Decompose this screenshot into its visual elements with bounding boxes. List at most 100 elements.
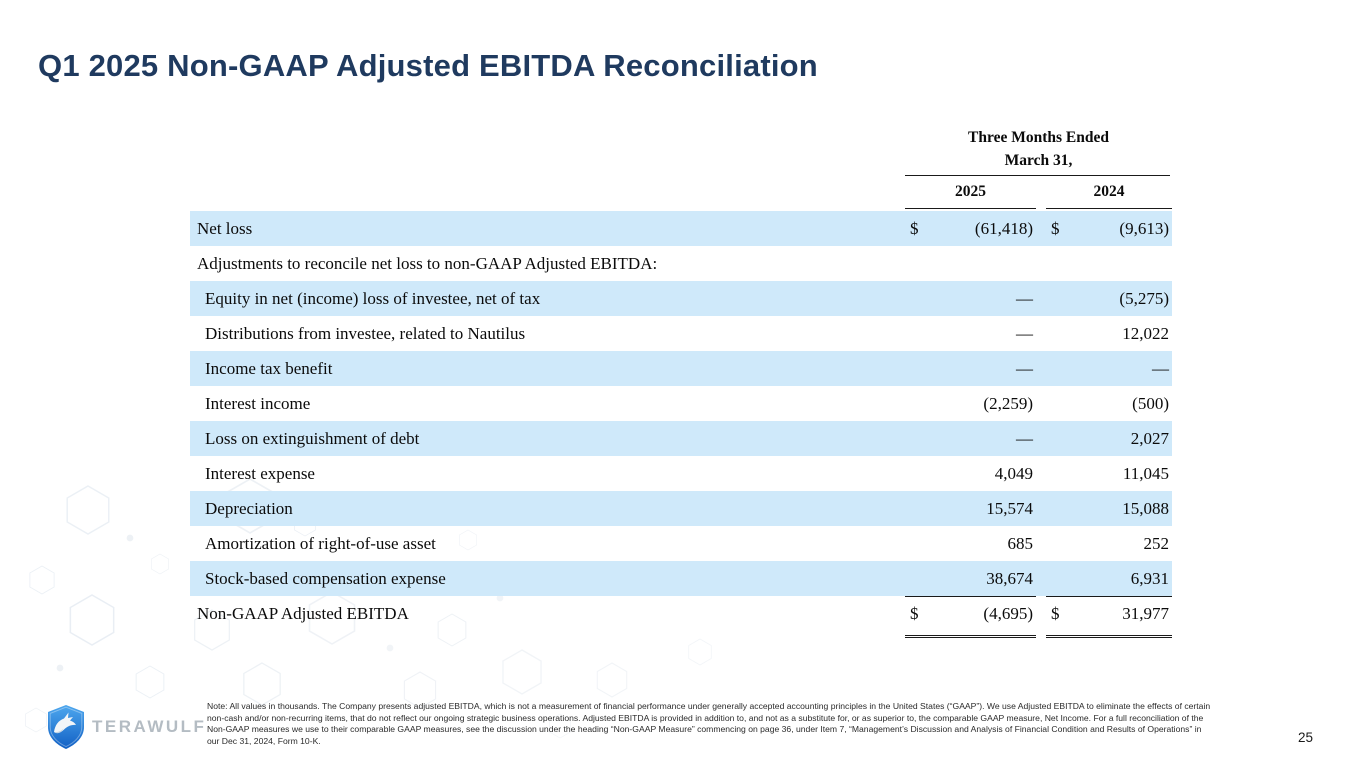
value-2025: 685 [1007, 533, 1034, 553]
cell-2025: — [905, 421, 1036, 456]
column-gap [1036, 456, 1046, 491]
column-gap [1036, 246, 1046, 281]
total-double-rule [190, 631, 1172, 643]
row-label: Equity in net (income) loss of investee,… [205, 288, 541, 308]
column-gap [1036, 561, 1046, 596]
wolf-shield-icon [48, 705, 84, 749]
row-label: Amortization of right-of-use asset [205, 533, 436, 553]
table-row: Net loss $ (61,418) $ (9,613) [190, 211, 1172, 246]
table-row: Amortization of right-of-use asset 685 2… [190, 526, 1172, 561]
cell-2025: $ (61,418) [905, 211, 1036, 246]
value-2024: 252 [1143, 533, 1170, 553]
table-row: Stock-based compensation expense 38,674 … [190, 561, 1172, 596]
value-2025: — [1016, 358, 1033, 378]
value-2024: 15,088 [1122, 498, 1169, 518]
table-row: Equity in net (income) loss of investee,… [190, 281, 1172, 316]
cell-2024: 11,045 [1046, 456, 1172, 491]
currency-symbol-2024: $ [1051, 218, 1060, 238]
table-row: Loss on extinguishment of debt — 2,027 [190, 421, 1172, 456]
row-label: Income tax benefit [205, 358, 333, 378]
column-gap [1036, 176, 1046, 209]
cell-2024: — [1046, 351, 1172, 386]
cell-2024: 12,022 [1046, 316, 1172, 351]
value-2025: — [1016, 288, 1033, 308]
ebitda-reconciliation-table: Three Months Ended March 31, 2025 2024 N… [190, 126, 1172, 643]
logo-wordmark: TERAWULF [92, 717, 207, 736]
cell-2024: $ 31,977 [1046, 596, 1172, 631]
value-2025: 15,574 [986, 498, 1033, 518]
row-label: Distributions from investee, related to … [205, 323, 526, 343]
value-2025: 38,674 [986, 568, 1033, 588]
table-row: Interest expense 4,049 11,045 [190, 456, 1172, 491]
cell-2025: — [905, 316, 1036, 351]
column-gap [1036, 316, 1046, 351]
cell-2025: 4,049 [905, 456, 1036, 491]
table-row: Depreciation 15,574 15,088 [190, 491, 1172, 526]
cell-2025: (2,259) [905, 386, 1036, 421]
row-label: Net loss [197, 218, 253, 238]
cell-2024 [1046, 246, 1172, 281]
value-2024: 6,931 [1130, 568, 1169, 588]
cell-2024: (500) [1046, 386, 1172, 421]
cell-2024: 15,088 [1046, 491, 1172, 526]
table-row: Income tax benefit — — [190, 351, 1172, 386]
row-label: Interest income [205, 393, 311, 413]
column-header-2025: 2025 [905, 176, 1036, 209]
cell-2025: 38,674 [905, 561, 1036, 596]
value-2025: — [1016, 428, 1033, 448]
column-gap [1036, 281, 1046, 316]
cell-2025: — [905, 281, 1036, 316]
value-2025: (2,259) [983, 393, 1033, 413]
column-header-2024: 2024 [1046, 176, 1172, 209]
table-body: Net loss $ (61,418) $ (9,613) Adjustment… [190, 211, 1172, 631]
table-row: Distributions from investee, related to … [190, 316, 1172, 351]
table-header: Three Months Ended March 31, 2025 2024 [190, 126, 1172, 211]
column-gap [1036, 386, 1046, 421]
cell-2024: (5,275) [1046, 281, 1172, 316]
cell-2025: 685 [905, 526, 1036, 561]
row-label: Non-GAAP Adjusted EBITDA [197, 603, 409, 623]
value-2024: 2,027 [1130, 428, 1169, 448]
terawulf-logo: TERAWULF [46, 704, 206, 750]
value-2024: 12,022 [1122, 323, 1169, 343]
value-2024: (500) [1132, 393, 1169, 413]
table-row: Adjustments to reconcile net loss to non… [190, 246, 1172, 281]
value-2024: 11,045 [1122, 463, 1169, 483]
row-label: Loss on extinguishment of debt [205, 428, 420, 448]
cell-2025: $ (4,695) [905, 596, 1036, 631]
table-row: Non-GAAP Adjusted EBITDA $ (4,695) $ 31,… [190, 596, 1172, 631]
row-label: Stock-based compensation expense [205, 568, 446, 588]
value-2025: — [1016, 323, 1033, 343]
row-label: Depreciation [205, 498, 293, 518]
value-2025: (4,695) [983, 604, 1033, 623]
column-gap [1036, 421, 1046, 456]
value-2025: (61,418) [974, 218, 1033, 238]
cell-2024: 252 [1046, 526, 1172, 561]
slide-title: Q1 2025 Non-GAAP Adjusted EBITDA Reconci… [38, 48, 818, 83]
column-gap [1036, 211, 1046, 246]
column-gap [1036, 596, 1046, 631]
cell-2024: 2,027 [1046, 421, 1172, 456]
cell-2025: 15,574 [905, 491, 1036, 526]
table-row: Interest income (2,259) (500) [190, 386, 1172, 421]
currency-symbol-2024: $ [1051, 604, 1060, 623]
currency-symbol-2025: $ [910, 218, 919, 238]
row-label: Adjustments to reconcile net loss to non… [197, 253, 658, 273]
column-gap [1036, 526, 1046, 561]
value-2024: (9,613) [1119, 218, 1169, 238]
column-gap [1036, 491, 1046, 526]
page-number: 25 [1297, 730, 1313, 745]
column-gap [1036, 351, 1046, 386]
cell-2024: 6,931 [1046, 561, 1172, 596]
row-label: Interest expense [205, 463, 315, 483]
cell-2025 [905, 246, 1036, 281]
cell-2024: $ (9,613) [1046, 211, 1172, 246]
cell-2025: — [905, 351, 1036, 386]
period-header-line1: Three Months Ended [968, 129, 1109, 146]
header-rule [905, 175, 1170, 176]
value-2025: 4,049 [994, 463, 1033, 483]
footnote-text: Note: All values in thousands. The Compa… [207, 701, 1211, 746]
currency-symbol-2025: $ [910, 604, 919, 623]
value-2024: — [1152, 358, 1169, 378]
